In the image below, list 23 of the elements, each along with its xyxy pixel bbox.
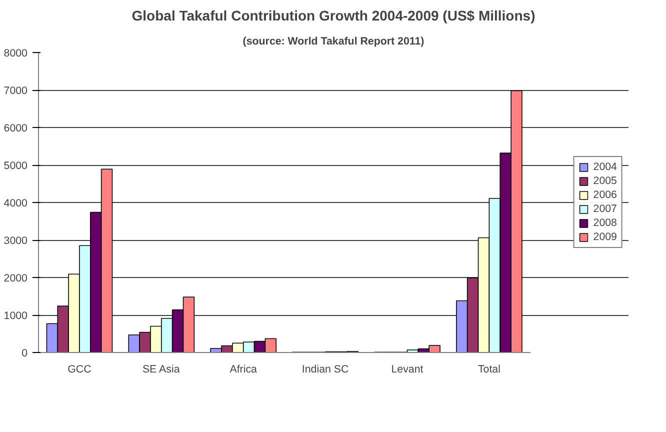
y-tick-label: 2000 xyxy=(4,272,28,284)
x-tick-label: GCC xyxy=(68,364,92,376)
x-tick-label: Indian SC xyxy=(302,364,350,376)
x-tick-label: Levant xyxy=(391,364,424,376)
x-tick-label: SE Asia xyxy=(142,364,180,376)
y-tick-label: 4000 xyxy=(4,198,28,210)
legend-label: 2005 xyxy=(593,175,617,187)
y-tick-label: 0 xyxy=(22,348,28,360)
y-tick-label: 7000 xyxy=(4,85,28,97)
legend-label: 2004 xyxy=(593,161,617,173)
legend-label: 2006 xyxy=(593,189,617,201)
y-tick-label: 8000 xyxy=(4,48,28,60)
x-tick-label: Total xyxy=(478,364,500,376)
legend-label: 2007 xyxy=(593,203,617,215)
chart-subtitle: (source: World Takaful Report 2011) xyxy=(242,36,425,48)
chart-title: Global Takaful Contribution Growth 2004-2009 (US$ Millions) xyxy=(132,8,536,24)
legend-label: 2009 xyxy=(593,231,617,243)
y-tick-label: 6000 xyxy=(4,122,28,134)
legend-label: 2008 xyxy=(593,217,617,229)
y-tick-label: 5000 xyxy=(4,160,28,172)
y-tick-label: 1000 xyxy=(4,310,28,322)
y-tick-label: 3000 xyxy=(4,235,28,247)
x-tick-label: Africa xyxy=(230,364,258,376)
